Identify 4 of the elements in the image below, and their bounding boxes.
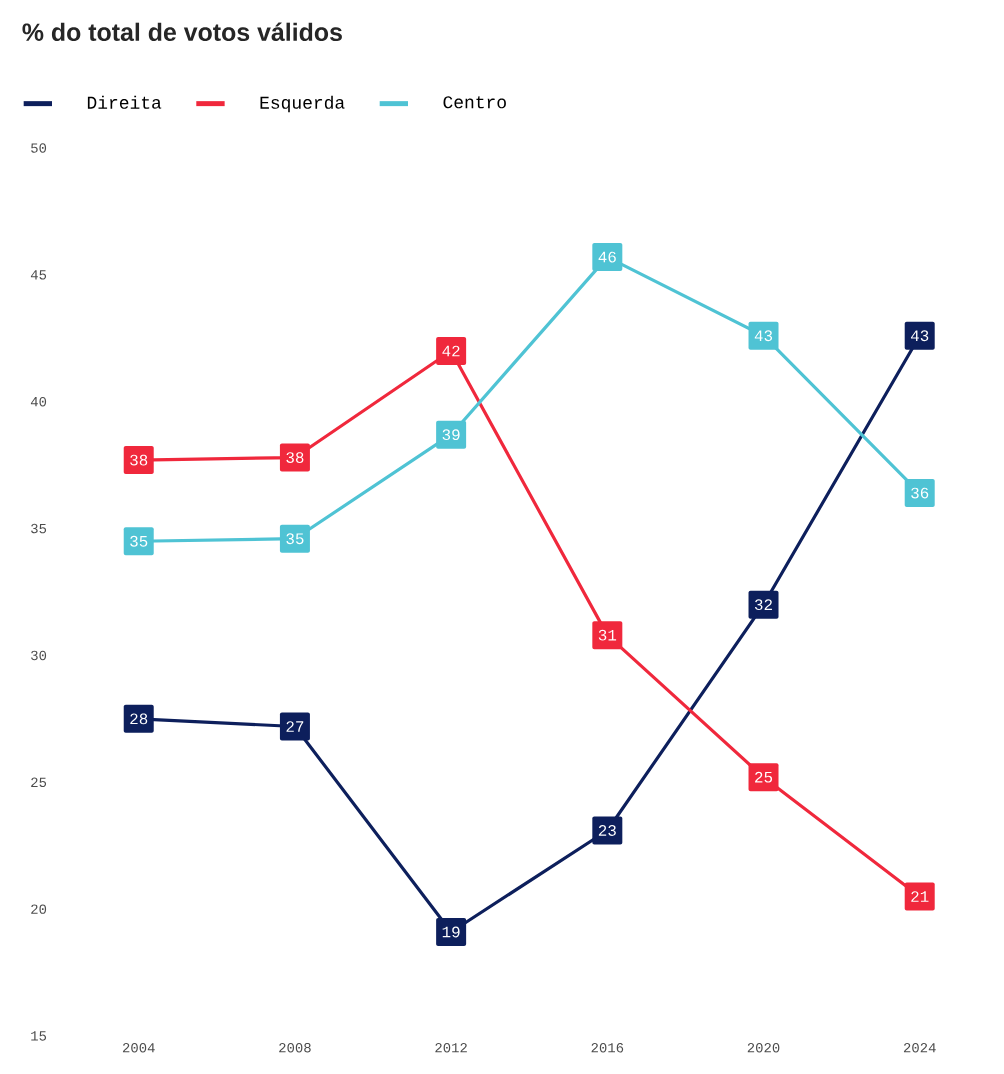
chart-title: % do total de votos válidos	[22, 22, 342, 42]
legend-label: Centro	[443, 96, 506, 109]
legend-label: Esquerda	[260, 95, 345, 113]
legend-label: Direita	[87, 95, 162, 109]
